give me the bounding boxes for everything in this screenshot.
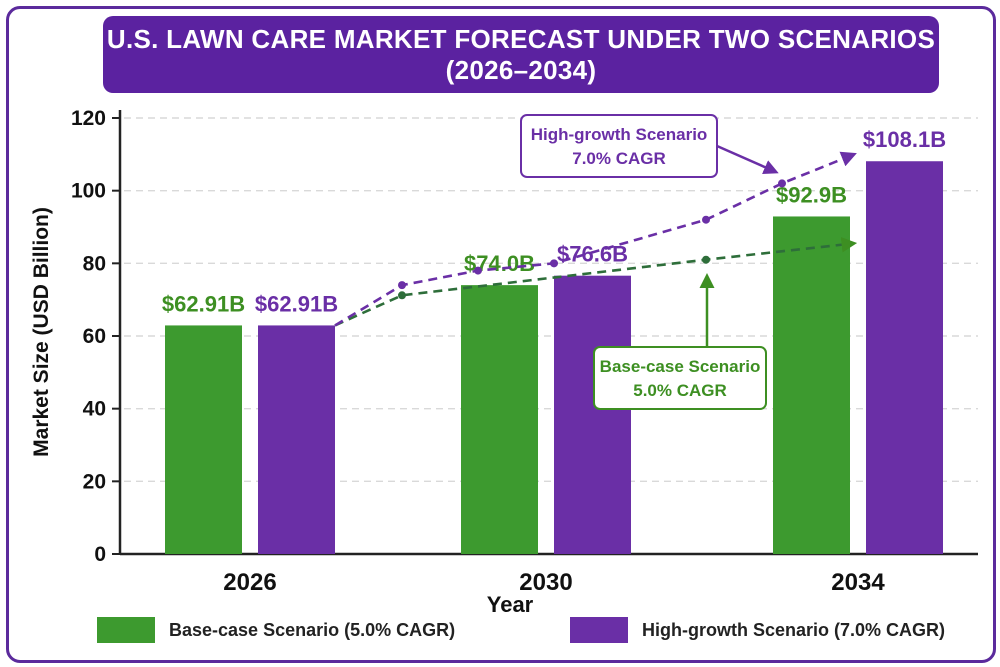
- y-tick-label: 80: [83, 252, 106, 275]
- y-tick-label: 20: [83, 470, 106, 493]
- y-tick-label: 100: [71, 180, 106, 203]
- title-banner: U.S. LAWN CARE MARKET FORECAST UNDER TWO…: [103, 16, 939, 93]
- bar-base-2034: [773, 216, 850, 555]
- data-label-base-2026: $62.91B: [162, 291, 245, 316]
- trend-line-base: [334, 236, 858, 327]
- data-label-base-2034: $92.9B: [776, 182, 847, 207]
- trend-point-high: [398, 281, 406, 290]
- y-tick-label: 120: [71, 107, 106, 130]
- annotation-base-line2: 5.0% CAGR: [633, 381, 727, 400]
- y-tick-label: 60: [83, 325, 106, 348]
- trend-point-high: [550, 259, 558, 268]
- bar-high-2034: [866, 161, 943, 554]
- trend-point-base: [398, 291, 406, 300]
- legend-swatch-high: [570, 617, 628, 643]
- legend-label-high: High-growth Scenario (7.0% CAGR): [642, 619, 946, 640]
- annotation-high-line2: 7.0% CAGR: [572, 149, 666, 168]
- chart-title-line-2: (2026–2034): [445, 54, 597, 85]
- chart-title-line-1: U.S. LAWN CARE MARKET FORECAST UNDER TWO…: [106, 23, 936, 54]
- bar-high-2030: [554, 275, 631, 554]
- x-tick-label: 2034: [831, 569, 885, 596]
- legend-item-base: Base-case Scenario (5.0% CAGR): [97, 616, 455, 644]
- y-axis-label: Market Size (USD Billion): [30, 207, 53, 457]
- y-tick-label: 0: [94, 543, 106, 566]
- x-axis-label: Year: [487, 592, 534, 617]
- annotation-box-base: [593, 346, 767, 410]
- data-label-high-2030: $76.6B: [557, 242, 628, 267]
- bar-base-2026: [165, 325, 242, 554]
- trend-point-base: [702, 255, 710, 264]
- annotation-arrow-high: [716, 144, 779, 175]
- annotation-high-line1: High-growth Scenario: [531, 125, 708, 144]
- trend-point-high: [778, 179, 786, 188]
- annotation-base-line1: Base-case Scenario: [600, 357, 761, 376]
- trend-point-high: [474, 266, 482, 275]
- bar-high-2026: [258, 325, 335, 554]
- data-label-high-2026: $62.91B: [255, 291, 338, 316]
- legend-item-high: High-growth Scenario (7.0% CAGR): [570, 616, 945, 644]
- trend-point-high: [702, 215, 710, 224]
- x-tick-label: 2030: [519, 569, 572, 596]
- bar-base-2030: [461, 285, 538, 554]
- legend-label-base: Base-case Scenario (5.0% CAGR): [169, 619, 456, 640]
- legend-swatch-base: [97, 617, 155, 643]
- x-tick-label: 2026: [223, 569, 276, 596]
- data-label-high-2034: $108.1B: [863, 127, 946, 152]
- y-tick-label: 40: [83, 398, 106, 421]
